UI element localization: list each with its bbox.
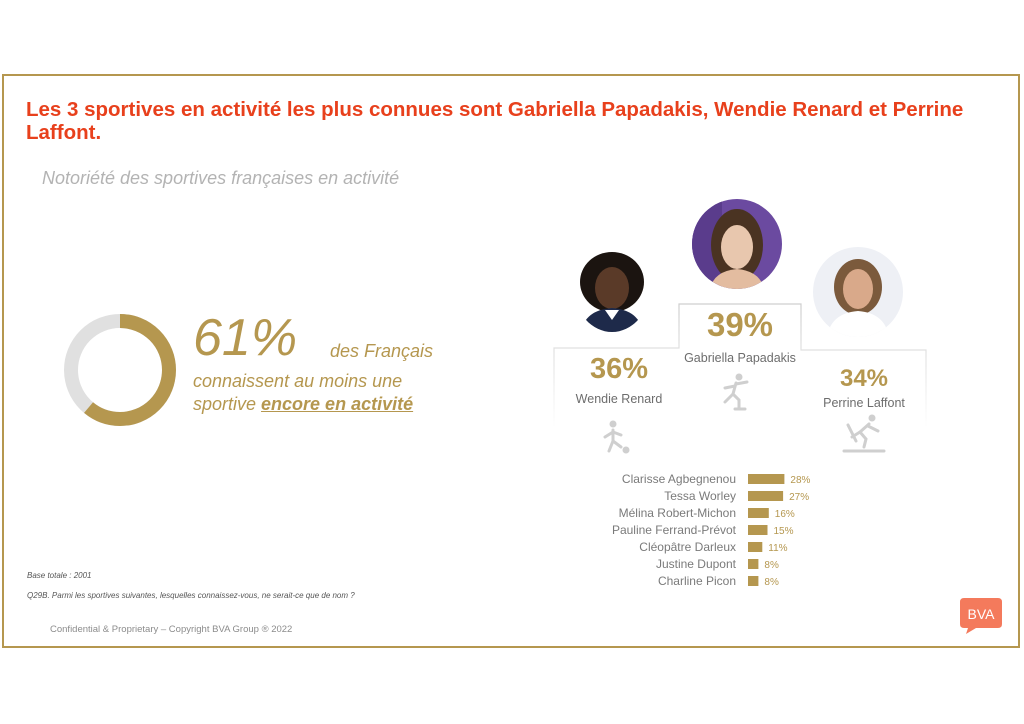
bva-logo-text: BVA <box>968 606 996 622</box>
podium-first-pct: 39% <box>706 306 774 343</box>
football-icon <box>603 420 630 454</box>
podium-first-name: Gabriella Papadakis <box>684 351 796 365</box>
bar <box>748 491 784 501</box>
bar-value-label: 15% <box>774 526 794 537</box>
bar-category-label: Charline Picon <box>658 574 736 588</box>
question-note: Q29B. Parmi les sportives suivantes, les… <box>27 591 355 600</box>
bar-category-label: Tessa Worley <box>664 489 736 503</box>
podium-second-name: Wendie Renard <box>575 392 663 406</box>
bar-value-label: 8% <box>764 560 779 571</box>
skiing-icon <box>842 414 886 453</box>
bar-category-label: Mélina Robert-Michon <box>619 506 736 520</box>
gabriella-papadakis-photo <box>692 199 782 289</box>
bar <box>748 542 763 552</box>
podium <box>553 303 927 428</box>
base-note: Base totale : 2001 <box>27 571 92 580</box>
headline-line3: sportive encore en activité <box>193 394 413 415</box>
headline-emphasis: encore en activité <box>261 394 414 414</box>
headline-percentage: 61% <box>193 309 298 367</box>
headline-line2: connaissent au moins une <box>193 371 403 391</box>
wendie-renard-photo <box>575 248 649 332</box>
slide-title: Les 3 sportives en activité les plus con… <box>26 98 964 144</box>
bva-logo: BVA <box>960 598 1002 634</box>
bar <box>748 474 785 484</box>
podium-third-name: Perrine Laffont <box>823 396 905 410</box>
bar <box>748 525 768 535</box>
figure-skating-icon <box>723 373 749 411</box>
bar-value-label: 16% <box>775 509 795 520</box>
headline-line3-prefix: sportive <box>193 394 262 414</box>
headline-suffix: des Français <box>330 341 434 361</box>
bar-value-label: 27% <box>789 492 809 503</box>
bar-value-label: 8% <box>764 577 779 588</box>
podium-third-pct: 34% <box>839 365 889 392</box>
donut-value-arc <box>64 314 176 426</box>
bar-value-label: 11% <box>768 543 787 554</box>
perrine-laffont-photo <box>813 247 903 337</box>
donut-chart <box>64 314 176 426</box>
slide-subtitle: Notoriété des sportives françaises en ac… <box>42 168 400 188</box>
bar-category-label: Pauline Ferrand-Prévot <box>612 523 737 537</box>
bar-chart: Clarisse Agbegnenou 28% Tessa Worley 27% Mél… <box>612 472 811 588</box>
bar <box>748 576 759 586</box>
bar <box>748 508 769 518</box>
podium-second-pct: 36% <box>589 353 649 385</box>
bar-value-label: 28% <box>790 475 810 486</box>
bar-category-label: Cléopâtre Darleux <box>639 540 736 554</box>
bar-category-label: Clarisse Agbegnenou <box>622 472 736 486</box>
bar <box>748 559 759 569</box>
copyright-footer: Confidential & Proprietary – Copyright B… <box>50 624 293 635</box>
bar-category-label: Justine Dupont <box>656 557 737 571</box>
